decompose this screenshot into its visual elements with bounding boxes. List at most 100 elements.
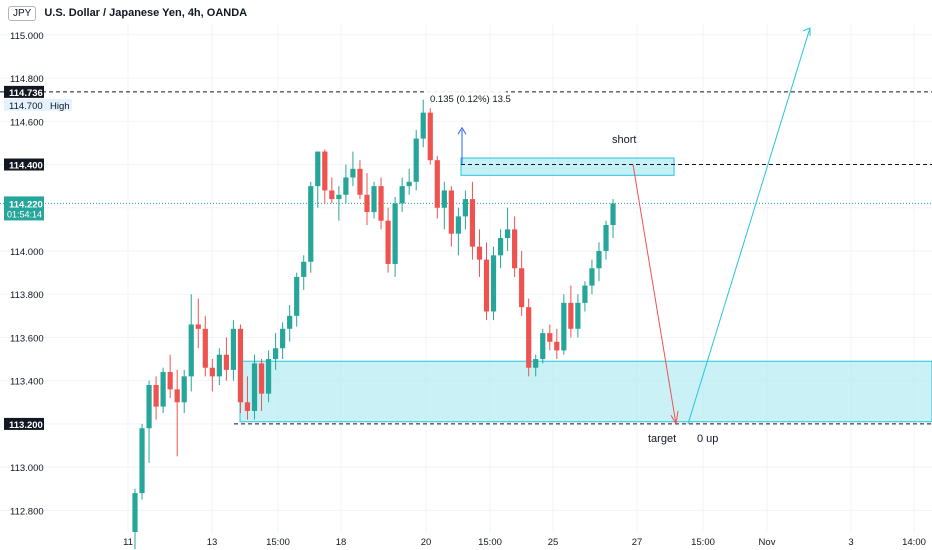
candle-body <box>322 151 328 191</box>
candle-body <box>209 367 215 377</box>
candle-body <box>336 194 342 200</box>
candle-body <box>448 190 454 234</box>
projection-up-arrow-icon <box>802 27 811 36</box>
candle-body <box>497 238 504 256</box>
y-tick-label: 113.400 <box>10 377 44 388</box>
candle-body <box>568 302 574 329</box>
target-price-tag: 113.200 <box>9 420 43 431</box>
x-tick-label: 20 <box>421 537 432 548</box>
candle-body <box>596 250 602 269</box>
candle-body <box>273 348 279 360</box>
high-badge-bg <box>4 98 72 111</box>
projection-down-line <box>632 164 677 424</box>
high-badge-text: High <box>50 101 70 112</box>
current-price-tag: 114.220 <box>9 199 43 210</box>
demand-zone <box>239 360 932 423</box>
candle-body <box>427 112 433 161</box>
candle-body <box>483 259 490 312</box>
candle-body <box>181 376 187 403</box>
candle-body <box>526 307 532 368</box>
candle-body <box>392 203 398 264</box>
target-price-tag-bg <box>4 417 44 430</box>
candle-body <box>533 359 539 368</box>
projection-down-arrow-icon <box>670 410 679 426</box>
time-axis[interactable]: 11 13 15:00 18 20 15:00 25 27 15:00 Nov 3 14:00 <box>123 537 926 548</box>
candle-body <box>153 385 159 407</box>
candle-body <box>603 225 609 251</box>
candle-body <box>223 354 229 370</box>
candle-body <box>476 246 483 260</box>
x-tick-label: 15:00 <box>478 537 502 548</box>
candle-body <box>413 138 419 182</box>
short-zone <box>460 157 675 176</box>
x-tick-label: 25 <box>548 537 559 548</box>
candle-body <box>308 186 314 262</box>
y-tick-label: 113.000 <box>10 463 44 474</box>
grid-lines <box>0 24 932 532</box>
candle-body <box>469 199 476 247</box>
measure-label: 0.135 (0.12%) 13.5 <box>430 94 511 105</box>
candle-body <box>589 268 595 286</box>
candle-body <box>371 186 377 213</box>
candle-body <box>280 328 286 349</box>
candle-body <box>343 177 349 195</box>
candle-body <box>406 181 412 187</box>
x-tick-label: 15:00 <box>266 537 290 548</box>
candle-body <box>195 324 201 329</box>
y-tick-label: 114.800 <box>10 74 44 85</box>
x-tick-label: 27 <box>632 537 643 548</box>
projection-up-line <box>687 27 811 425</box>
y-tick-label: 113.600 <box>10 333 44 344</box>
candle-body <box>258 363 265 394</box>
measure-arrow-icon <box>457 126 467 135</box>
target-label: target <box>648 433 676 445</box>
x-tick-label: Nov <box>759 537 776 548</box>
candle-body <box>455 216 461 234</box>
high-price-tag: 114.736 <box>9 88 43 99</box>
symbol-badge[interactable]: JPY <box>8 5 37 21</box>
candle-body <box>504 229 511 239</box>
candle-body <box>167 372 173 390</box>
candle-body <box>230 328 237 370</box>
up-label: 0 up <box>697 433 718 445</box>
candle-body <box>265 359 272 394</box>
candle-body <box>610 203 616 226</box>
current-price-bg <box>4 196 44 221</box>
candle-body <box>420 112 426 139</box>
y-tick-label: 114.600 <box>10 117 44 128</box>
candle-body <box>188 324 194 377</box>
candle-body <box>547 333 553 342</box>
price-axis[interactable]: 115.000114.800114.600114.400114.200114.0… <box>4 31 72 518</box>
candle-body <box>512 229 518 269</box>
candle-body <box>490 255 497 312</box>
candle-body <box>251 363 258 411</box>
candle-body <box>315 151 321 187</box>
chart-header: JPY U.S. Dollar / Japanese Yen, 4h, OAND… <box>8 4 247 22</box>
short-label: short <box>612 134 636 146</box>
candle-body <box>237 328 244 403</box>
candle-body <box>160 372 166 407</box>
candle-body <box>350 168 356 178</box>
candle-body <box>294 276 300 316</box>
candle-body <box>561 302 567 351</box>
candles-layer <box>132 99 616 550</box>
candle-body <box>139 428 145 494</box>
countdown-label: 01:54:14 <box>7 209 42 219</box>
candle-body <box>174 389 180 403</box>
level-price-tag: 114.400 <box>9 161 43 172</box>
y-tick-label: 114.000 <box>10 247 44 258</box>
candle-body <box>202 328 208 368</box>
x-tick-label: 15:00 <box>691 537 715 548</box>
candle-body <box>287 315 293 329</box>
y-tick-label: 112.800 <box>10 506 44 517</box>
candle-body <box>540 333 546 360</box>
high-sub-value: 114.700 <box>9 101 43 112</box>
candle-body <box>146 385 152 429</box>
measure-label-bg <box>424 90 506 106</box>
candle-body <box>385 220 391 264</box>
candle-body <box>462 199 469 217</box>
candle-body <box>582 285 588 303</box>
candle-body <box>216 354 222 377</box>
candle-body <box>132 493 138 532</box>
